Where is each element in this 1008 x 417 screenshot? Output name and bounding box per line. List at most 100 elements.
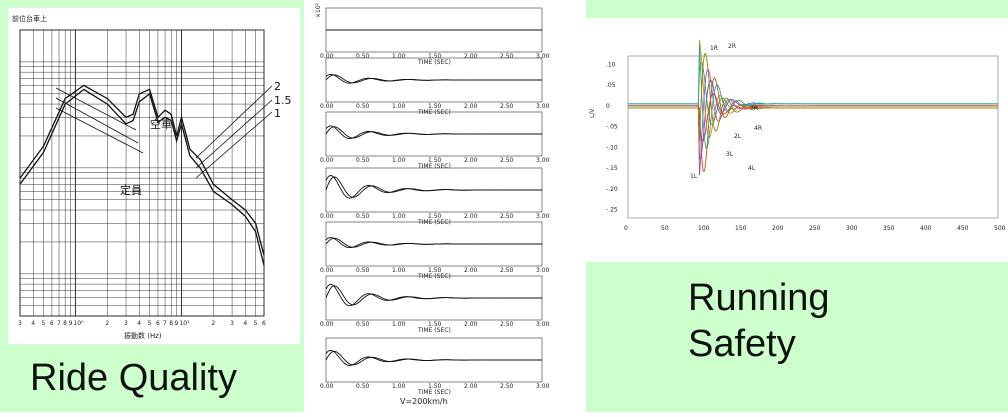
- x-axis-label: TIME (SEC): [417, 59, 451, 66]
- x-tick-label: 3.00: [536, 103, 550, 110]
- annotation-label: 3L: [726, 151, 734, 158]
- x-tick-label: 3: [230, 320, 234, 327]
- x-tick-label: 6: [50, 320, 54, 327]
- x-tick-label: 3: [18, 320, 22, 327]
- x-tick-label: 3.00: [536, 383, 550, 390]
- x-tick-label: 3.00: [536, 157, 550, 164]
- speed-footer: V=200km/h: [400, 397, 448, 406]
- x-tick-label: 4: [31, 320, 35, 327]
- x-tick-label: 0.50: [356, 53, 370, 60]
- y-tick-label: .10: [606, 61, 616, 68]
- x-tick-label: 1.50: [428, 321, 442, 328]
- chart-grid: [19, 29, 265, 317]
- response-line: [325, 237, 542, 248]
- x-tick-label: 200: [772, 225, 784, 232]
- response-line: [325, 283, 542, 307]
- annotation-label: 3R: [750, 105, 758, 112]
- response-line: [325, 73, 542, 84]
- x-tick-label: 100: [698, 225, 710, 232]
- x-tick-label: 250: [809, 225, 821, 232]
- x-axis-label: TIME (SEC): [417, 327, 451, 334]
- ride-quality-caption: Ride Quality: [30, 357, 237, 399]
- x-tick-label: 4: [243, 320, 247, 327]
- x-tick-label: 7: [163, 320, 167, 327]
- y-tick-label: -.20: [606, 186, 618, 193]
- x-tick-label: 3.00: [536, 213, 550, 220]
- y-tick-label: .05: [606, 82, 616, 89]
- lv-series-line-1: [628, 62, 998, 126]
- x-tick-label: 8: [169, 320, 173, 327]
- chart-series: [19, 84, 265, 266]
- lv-series-line-4: [628, 68, 998, 176]
- x-tick-label: 7: [57, 320, 61, 327]
- x-tick-label: 2: [211, 320, 215, 327]
- x-tick-label: 1.00: [392, 213, 406, 220]
- x-tick-label: 2.50: [500, 383, 514, 390]
- x-tick-label: 2.50: [500, 267, 514, 274]
- x-tick-label: 9: [69, 320, 73, 327]
- chart-title: 前位台車上: [12, 14, 47, 23]
- wheel-annotations: 1R 2R 3R 4R 2L 3L 4L 1L: [690, 43, 762, 180]
- annotation-label: 4L: [748, 165, 756, 172]
- x-tick-label: 300: [846, 225, 858, 232]
- lv-series-line-6: [628, 52, 998, 142]
- lv-series-line-7: [628, 76, 998, 172]
- x-tick-label: 0: [624, 225, 628, 232]
- x-tick-label: 5: [148, 320, 152, 327]
- x-tick-label: 1.50: [428, 213, 442, 220]
- x-tick-label: 10⁰: [73, 320, 84, 327]
- running-safety-caption-line2: Safety: [688, 323, 796, 365]
- time-subplot-6: 0.00 0.50 1.00 1.50 2.00 2.50 3.00 TIME (SEC): [320, 337, 550, 396]
- x-tick-label: 50: [661, 225, 669, 232]
- x-tick-label: 0.00: [320, 53, 334, 60]
- series-line-1: [19, 88, 265, 266]
- x-tick-label: 6: [156, 320, 160, 327]
- y-tick-label: -.05: [606, 124, 618, 131]
- x-tick-label: 1.00: [392, 157, 406, 164]
- x-tick-label: 1.50: [428, 103, 442, 110]
- response-line: [325, 74, 542, 84]
- x-tick-label: 0.50: [356, 103, 370, 110]
- annotation-label: 2L: [734, 133, 742, 140]
- chart-axes: .10 .05 0 -.05 -.10 -.15 -.20 -.25 0 50 100 150 200 2…: [606, 55, 1006, 232]
- x-tick-label: 150: [735, 225, 747, 232]
- x-tick-label: 2.00: [464, 53, 478, 60]
- x-tick-label: 2.50: [500, 103, 514, 110]
- x-tick-label: 5: [42, 320, 46, 327]
- lv-series-line-3: [628, 40, 998, 139]
- series-line-0: [19, 84, 265, 256]
- x-tick-label: 4: [137, 320, 141, 327]
- x-tick-label: 0.00: [320, 383, 334, 390]
- x-tick-label: 0.50: [356, 213, 370, 220]
- x-tick-label: 1.50: [428, 383, 442, 390]
- x-tick-label: 0.00: [320, 267, 334, 274]
- x-tick-label: 3.00: [536, 267, 550, 274]
- x-tick-label: 0.00: [320, 213, 334, 220]
- x-tick-label: 2: [105, 320, 109, 327]
- x-tick-label: 3.00: [536, 321, 550, 328]
- x-tick-label: 2.00: [464, 157, 478, 164]
- x-tick-label: 1.50: [428, 53, 442, 60]
- x-tick-label: 3.00: [536, 53, 550, 60]
- plot-frame: [627, 55, 999, 219]
- chart-series: [628, 40, 998, 176]
- x-tick-label: 2.50: [500, 53, 514, 60]
- response-line: [325, 237, 542, 249]
- x-tick-label: 2.00: [464, 267, 478, 274]
- x-axis-label: TIME (SEC): [417, 389, 451, 396]
- time-subplot-5: 0.00 0.50 1.00 1.50 2.00 2.50 3.00 TIME (SEC): [320, 275, 550, 334]
- lv-series-line-5: [628, 45, 998, 150]
- x-tick-label: 0.50: [356, 321, 370, 328]
- x-tick-label: 400: [920, 225, 932, 232]
- response-line: [325, 350, 542, 366]
- x-tick-label: 2.50: [500, 321, 514, 328]
- x-tick-label: 2.00: [464, 321, 478, 328]
- y-axis-exponent: ×10²: [315, 2, 322, 18]
- x-tick-label: 3: [124, 320, 128, 327]
- x-tick-label: 450: [957, 225, 969, 232]
- response-line: [325, 176, 542, 198]
- time-subplot-4: 0.00 0.50 1.00 1.50 2.00 2.50 3.00 TIME (SEC): [320, 221, 550, 280]
- x-tick-label: 0.50: [356, 383, 370, 390]
- x-tick-label: 1.00: [392, 383, 406, 390]
- x-tick-label: 0.00: [320, 103, 334, 110]
